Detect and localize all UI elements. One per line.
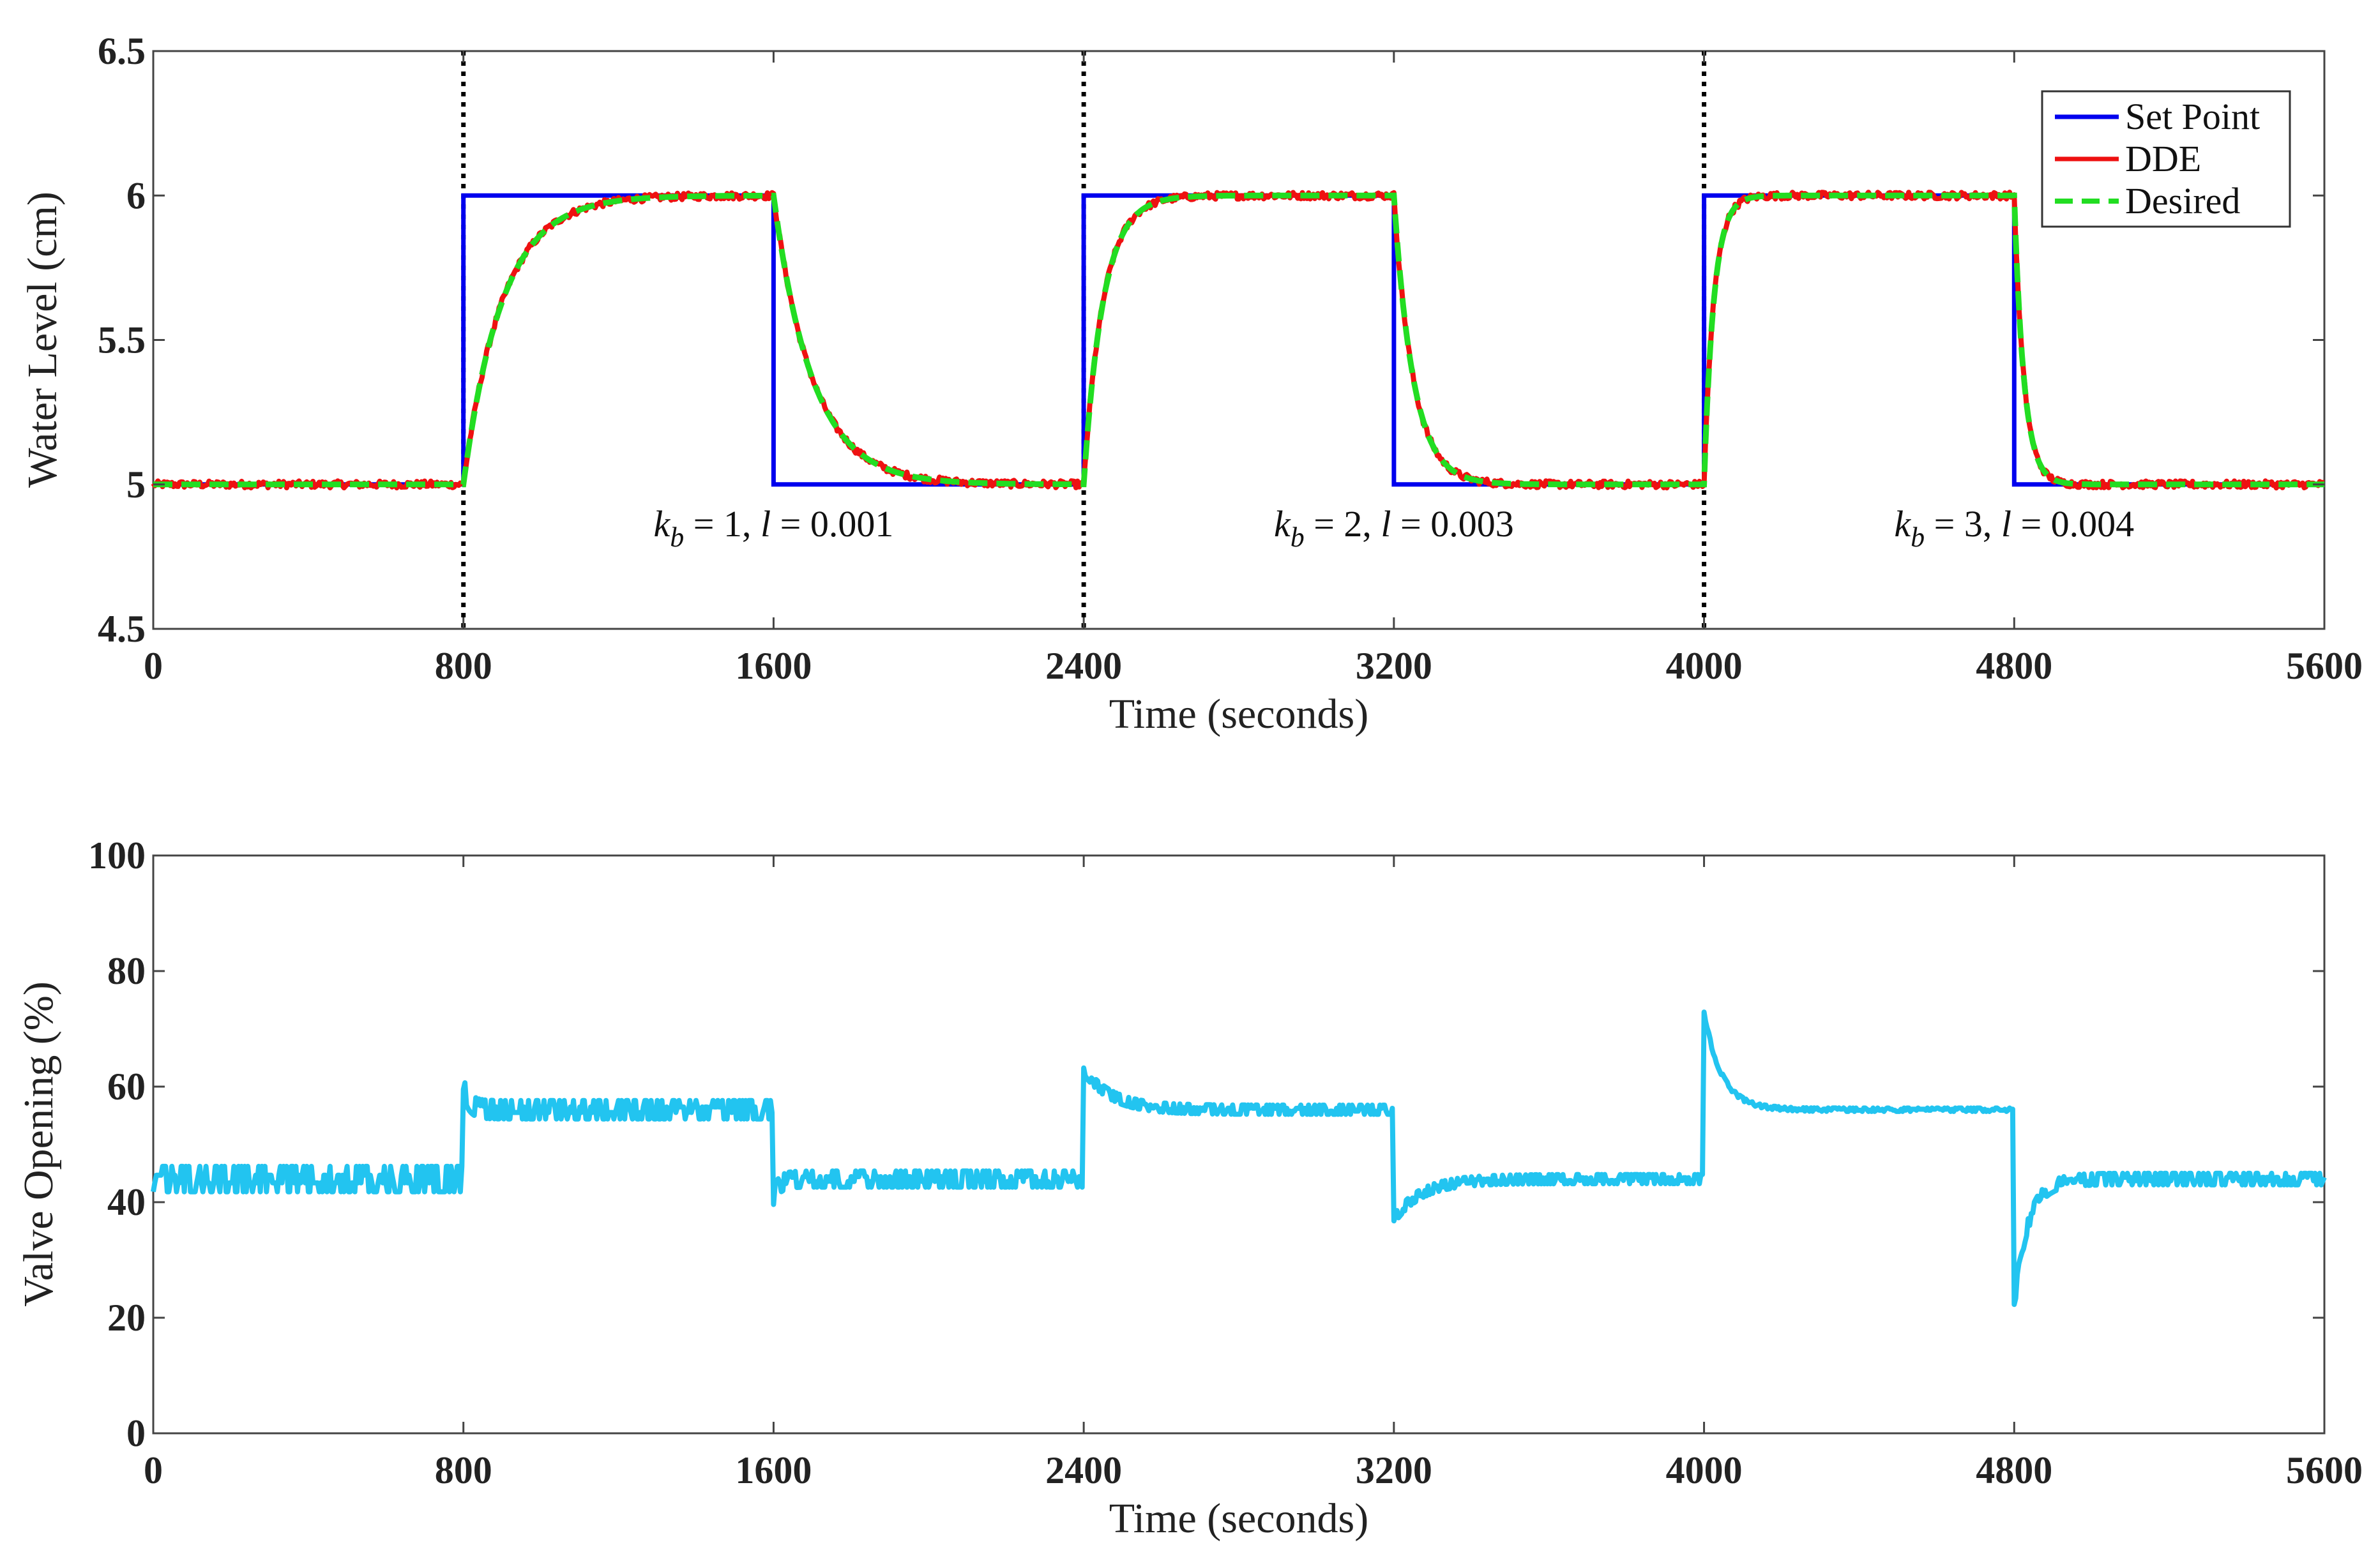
bottom-xtick-label: 5600 bbox=[2286, 1449, 2363, 1491]
bottom-ytick-label: 100 bbox=[88, 834, 146, 877]
bottom-ytick-label: 20 bbox=[107, 1297, 146, 1339]
top-xtick-label: 2400 bbox=[1045, 645, 1122, 687]
setpoint-series-line bbox=[153, 193, 2324, 487]
top-xtick-label: 1600 bbox=[735, 645, 812, 687]
bottom-xtick-label: 3200 bbox=[1356, 1449, 1432, 1491]
bottom-xtick-label: 800 bbox=[435, 1449, 492, 1491]
legend: Set Point DDE Desired bbox=[2041, 90, 2291, 228]
bottom-ytick-label: 80 bbox=[107, 950, 146, 992]
bottom-ytick-label: 60 bbox=[107, 1066, 146, 1108]
dde-series-line bbox=[151, 190, 2326, 491]
annotation-label: kb = 1, l = 0.001 bbox=[654, 503, 894, 553]
water-level-chart: 0 800 1600 2400 3200 4000 4800 5600 4.5 5 5.5 6 6.5… bbox=[19, 30, 2363, 737]
top-ytick-label: 6.5 bbox=[98, 30, 146, 72]
bottom-xtick-label: 4800 bbox=[1976, 1449, 2052, 1491]
bottom-xtick-label: 1600 bbox=[735, 1449, 812, 1491]
bottom-plot-frame bbox=[152, 854, 2326, 1435]
top-x-axis-title: Time (seconds) bbox=[1109, 691, 1368, 737]
bottom-ytick-label: 0 bbox=[126, 1412, 146, 1454]
top-ytick-label: 5.5 bbox=[98, 319, 146, 361]
bottom-ytick-label: 40 bbox=[107, 1181, 146, 1223]
bottom-y-axis-title: Valve Opening (%) bbox=[15, 981, 62, 1307]
desired-series-line bbox=[153, 192, 2324, 488]
top-xtick-label: 0 bbox=[144, 645, 163, 687]
top-ytick-label: 6 bbox=[126, 174, 146, 216]
top-ytick-label: 4.5 bbox=[98, 608, 146, 650]
bottom-x-axis-title: Time (seconds) bbox=[1109, 1495, 1368, 1542]
annotation-label: kb = 3, l = 0.004 bbox=[1894, 503, 2134, 553]
top-ytick-label: 5 bbox=[126, 464, 146, 506]
valve-opening-chart: 0 800 1600 2400 3200 4000 4800 5600 0 20 40 60 80 10… bbox=[15, 834, 2363, 1542]
bottom-xtick-label: 0 bbox=[144, 1449, 163, 1491]
top-xtick-label: 4000 bbox=[1666, 645, 1743, 687]
bottom-xtick-label: 2400 bbox=[1045, 1449, 1122, 1491]
legend-label-desired: Desired bbox=[2125, 180, 2240, 222]
legend-label-dde: DDE bbox=[2125, 138, 2201, 179]
valve-opening-series-line bbox=[151, 1009, 2327, 1308]
top-xtick-label: 5600 bbox=[2286, 645, 2363, 687]
legend-label-setpoint: Set Point bbox=[2125, 96, 2260, 137]
top-xtick-label: 4800 bbox=[1976, 645, 2052, 687]
top-xtick-label: 800 bbox=[435, 645, 492, 687]
top-y-axis-title: Water Level (cm) bbox=[19, 192, 66, 488]
annotation-label: kb = 2, l = 0.003 bbox=[1274, 503, 1514, 553]
bottom-xtick-label: 4000 bbox=[1666, 1449, 1743, 1491]
top-xtick-label: 3200 bbox=[1356, 645, 1432, 687]
